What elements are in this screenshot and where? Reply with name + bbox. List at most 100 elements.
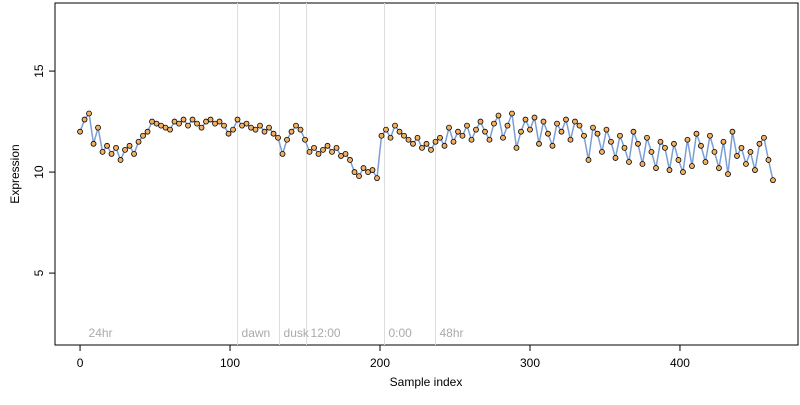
- data-point: [549, 142, 556, 149]
- data-point: [306, 148, 313, 155]
- data-point: [711, 148, 718, 155]
- data-point: [176, 120, 182, 127]
- data-point: [558, 128, 565, 135]
- data-point: [765, 157, 772, 163]
- data-point: [221, 122, 227, 129]
- data-point: [446, 124, 452, 131]
- data-point: [356, 173, 362, 180]
- data-point: [513, 144, 520, 151]
- data-point: [482, 128, 488, 135]
- data-point: [590, 124, 596, 131]
- data-point: [410, 140, 416, 147]
- data-point: [459, 132, 466, 139]
- data-point: [495, 112, 502, 119]
- data-point: [194, 120, 200, 127]
- data-point: [117, 157, 124, 163]
- annotation: 24hr: [89, 326, 113, 340]
- data-point: [491, 120, 497, 127]
- data-point: [261, 128, 268, 135]
- data-point: [320, 146, 326, 153]
- data-point: [554, 120, 560, 127]
- data-point: [522, 116, 529, 123]
- data-point: [531, 114, 538, 121]
- annotation: 0:00: [389, 326, 413, 340]
- data-point: [342, 151, 349, 157]
- y-tick-label: 10: [32, 165, 46, 179]
- data-point: [207, 116, 214, 123]
- data-point: [693, 130, 700, 137]
- data-point: [293, 122, 299, 129]
- data-point: [644, 134, 650, 141]
- data-point: [761, 134, 767, 141]
- data-point: [90, 140, 97, 147]
- data-point: [423, 140, 430, 147]
- data-point: [504, 122, 511, 129]
- data-point: [738, 144, 745, 151]
- data-point: [585, 157, 592, 163]
- data-point: [572, 118, 578, 125]
- data-point: [729, 128, 736, 135]
- x-tick-label: 100: [220, 356, 240, 370]
- data-point: [594, 130, 601, 137]
- data-point: [671, 140, 677, 147]
- data-point: [140, 132, 146, 139]
- data-point: [297, 126, 304, 133]
- data-point: [99, 148, 106, 155]
- data-point: [437, 134, 443, 141]
- data-point: [702, 159, 709, 165]
- data-point: [198, 124, 205, 131]
- data-point: [707, 132, 713, 139]
- data-point: [464, 122, 470, 129]
- data-point: [689, 163, 695, 169]
- data-point: [315, 151, 322, 157]
- data-point: [122, 146, 128, 153]
- data-point: [675, 157, 682, 163]
- data-point: [648, 148, 655, 155]
- plot-frame: [54, 2, 799, 346]
- data-point: [540, 118, 547, 125]
- data-point: [473, 126, 479, 133]
- data-point: [626, 159, 632, 165]
- data-point: [126, 142, 133, 149]
- data-point: [639, 161, 646, 167]
- data-point: [374, 175, 380, 182]
- data-point: [518, 128, 524, 135]
- data-point: [747, 148, 754, 155]
- data-point: [698, 142, 704, 149]
- data-point: [77, 128, 83, 135]
- data-point: [284, 136, 290, 143]
- annotation: dawn: [242, 326, 271, 340]
- data-point: [455, 128, 461, 135]
- data-point: [270, 130, 277, 137]
- data-point: [581, 132, 587, 139]
- y-tick-label: 5: [32, 269, 46, 276]
- data-point: [288, 128, 295, 135]
- data-point: [131, 151, 137, 157]
- annotation: 48hr: [439, 326, 463, 340]
- data-point: [252, 126, 259, 133]
- data-point: [144, 128, 151, 135]
- data-point: [536, 140, 542, 147]
- data-point: [81, 116, 88, 123]
- data-point: [360, 165, 367, 171]
- data-point: [392, 122, 398, 129]
- data-point: [621, 144, 628, 151]
- data-point: [725, 171, 731, 178]
- data-point: [716, 165, 722, 171]
- data-point: [486, 136, 493, 143]
- data-point: [756, 140, 763, 147]
- data-point: [468, 136, 475, 143]
- data-point: [329, 148, 335, 155]
- data-point: [104, 142, 110, 149]
- data-point: [653, 165, 659, 171]
- x-tick-label: 200: [370, 356, 390, 370]
- data-point: [86, 110, 92, 117]
- data-point: [635, 140, 641, 147]
- x-axis-label: Sample index: [390, 375, 463, 389]
- data-point: [216, 118, 223, 125]
- data-point: [545, 130, 551, 137]
- data-point: [419, 144, 425, 151]
- data-point: [617, 132, 623, 139]
- data-point: [167, 126, 173, 133]
- data-point: [275, 134, 281, 141]
